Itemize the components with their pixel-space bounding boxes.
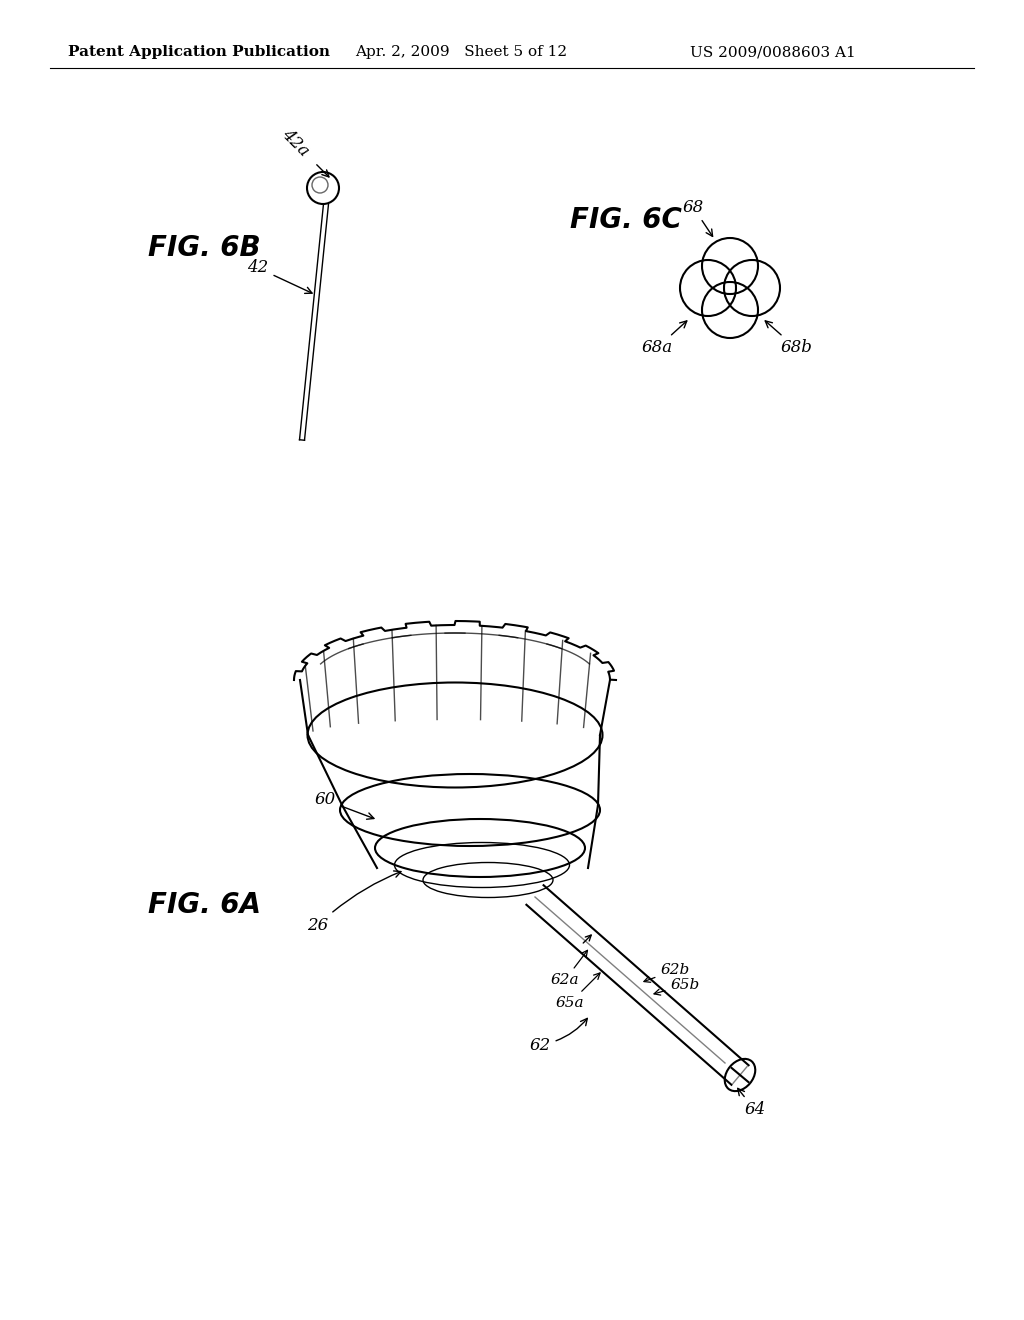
Text: 65a: 65a [556, 973, 600, 1010]
Text: 42: 42 [248, 260, 312, 293]
Text: Apr. 2, 2009   Sheet 5 of 12: Apr. 2, 2009 Sheet 5 of 12 [355, 45, 567, 59]
Text: FIG. 6B: FIG. 6B [148, 234, 261, 261]
Text: 62: 62 [529, 1019, 588, 1053]
Text: 60: 60 [314, 792, 374, 820]
Text: 26: 26 [307, 871, 401, 933]
Text: FIG. 6A: FIG. 6A [148, 891, 261, 919]
Text: 62a: 62a [551, 950, 588, 987]
Text: FIG. 6C: FIG. 6C [570, 206, 682, 234]
Text: 68b: 68b [765, 321, 812, 356]
Text: US 2009/0088603 A1: US 2009/0088603 A1 [690, 45, 856, 59]
Text: 62b: 62b [644, 964, 689, 982]
Text: 68a: 68a [641, 321, 687, 356]
Text: 42a: 42a [278, 125, 329, 177]
Text: 64: 64 [737, 1089, 766, 1118]
Text: 65b: 65b [654, 978, 699, 995]
Text: 68: 68 [682, 198, 713, 236]
Text: Patent Application Publication: Patent Application Publication [68, 45, 330, 59]
